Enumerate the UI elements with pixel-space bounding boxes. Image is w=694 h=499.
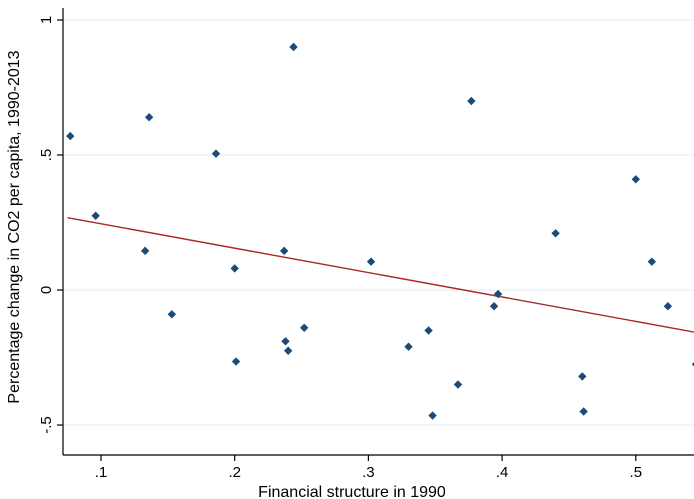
data-point bbox=[551, 229, 560, 238]
y-tick-label: 0 bbox=[38, 286, 55, 294]
y-tick-label: .5 bbox=[38, 149, 55, 162]
x-tick-label: .5 bbox=[630, 464, 643, 481]
data-point bbox=[467, 96, 476, 106]
x-axis-title: Financial structure in 1990 bbox=[258, 484, 446, 499]
data-point bbox=[300, 323, 309, 332]
data-point bbox=[91, 211, 100, 220]
data-point bbox=[453, 380, 463, 389]
x-tick-label: .3 bbox=[362, 464, 375, 481]
data-point bbox=[424, 326, 433, 335]
data-point bbox=[578, 372, 587, 381]
data-point bbox=[289, 42, 298, 52]
x-tick-label: .1 bbox=[95, 464, 108, 481]
gridlines bbox=[63, 19, 694, 426]
data-point bbox=[631, 175, 640, 184]
fit-line bbox=[67, 216, 694, 333]
data-point bbox=[66, 131, 75, 141]
data-point bbox=[140, 246, 150, 256]
data-point bbox=[579, 407, 588, 416]
y-tick-label: -.5 bbox=[38, 416, 55, 434]
axes: -.5 0 .5 1 .1 .2 .3 .4 .5 bbox=[38, 8, 694, 481]
data-point bbox=[211, 149, 221, 158]
data-point bbox=[663, 302, 673, 311]
data-point bbox=[366, 257, 376, 266]
data-point bbox=[691, 362, 694, 367]
data-point bbox=[493, 289, 503, 299]
x-tick-label: .2 bbox=[228, 464, 241, 481]
data-point bbox=[428, 411, 437, 420]
data-point bbox=[283, 346, 293, 355]
y-tick-label: 1 bbox=[38, 16, 55, 24]
data-point bbox=[489, 302, 499, 311]
y-axis-title: Percentage change in CO2 per capita, 199… bbox=[6, 50, 23, 403]
x-tick-label: .4 bbox=[496, 464, 509, 481]
data-point bbox=[279, 246, 289, 256]
data-point bbox=[167, 310, 177, 319]
data-points bbox=[66, 42, 694, 420]
data-point bbox=[404, 342, 413, 351]
data-point bbox=[144, 113, 154, 122]
data-point bbox=[281, 337, 290, 346]
data-point bbox=[647, 257, 657, 266]
fitted-line bbox=[67, 216, 694, 333]
data-point bbox=[230, 264, 239, 273]
data-point bbox=[231, 357, 241, 366]
